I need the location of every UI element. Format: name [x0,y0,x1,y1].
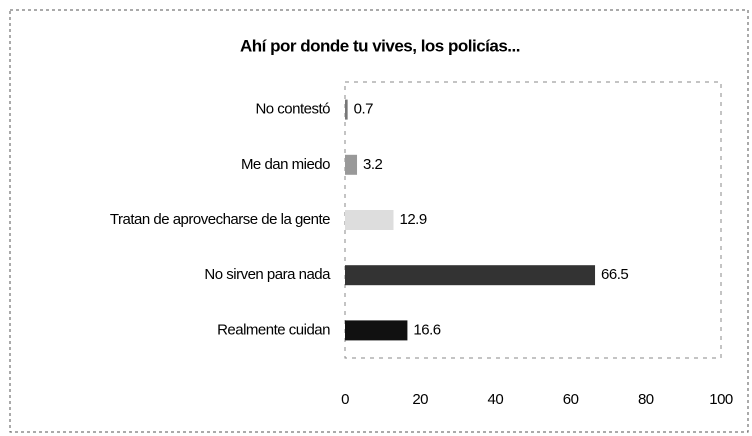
bar [345,210,394,230]
x-tick-label: 80 [638,391,654,408]
x-tick-label: 20 [412,391,428,408]
x-tick-label: 100 [709,391,733,408]
x-tick-label: 40 [488,391,504,408]
data-label: 12.9 [400,211,427,228]
x-tick-label: 60 [563,391,579,408]
chart-title: Ahí por donde tu vives, los policías... [240,36,520,55]
data-label: 3.2 [363,156,383,173]
x-tick-label: 0 [341,391,349,408]
chart-border [9,9,749,433]
bar [345,154,358,175]
y-tick-label: Realmente cuidan [217,321,330,338]
y-tick-label: No contestó [255,101,330,118]
bar [345,320,408,341]
data-label: 66.5 [601,266,628,283]
y-tick-label: Tratan de aprovecharse de la gente [110,211,330,228]
y-tick-label: No sirven para nada [204,266,331,283]
y-tick-label: Me dan miedo [241,156,330,173]
data-label: 16.6 [413,321,440,338]
plot-area [344,81,722,359]
bar [345,265,596,286]
bar [345,99,348,120]
data-label: 0.7 [354,101,374,118]
